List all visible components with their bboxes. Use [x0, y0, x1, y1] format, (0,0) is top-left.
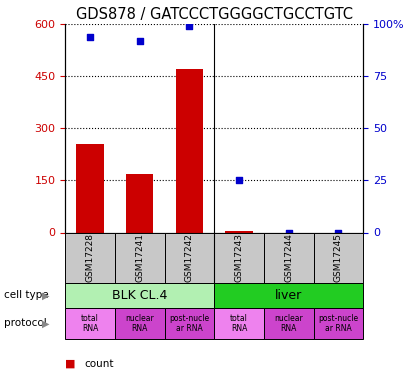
Text: ■: ■	[65, 359, 76, 369]
Bar	[214, 232, 264, 283]
Point	[87, 34, 93, 40]
Text: GSM17243: GSM17243	[234, 233, 244, 282]
Text: total
RNA: total RNA	[230, 314, 248, 333]
Point	[236, 177, 242, 183]
Bar	[314, 232, 363, 283]
Bar	[165, 308, 214, 339]
Bar	[115, 232, 165, 283]
Text: GSM17242: GSM17242	[185, 233, 194, 282]
Bar	[115, 308, 165, 339]
Bar	[176, 69, 203, 232]
Bar	[65, 283, 214, 308]
Text: total
RNA: total RNA	[81, 314, 99, 333]
Text: GSM17241: GSM17241	[135, 233, 144, 282]
Text: GSM17244: GSM17244	[284, 233, 293, 282]
Bar	[65, 308, 115, 339]
Text: liver: liver	[275, 289, 302, 302]
Point	[136, 38, 143, 44]
Bar	[126, 174, 153, 232]
Text: ▶: ▶	[42, 318, 50, 328]
Text: GSM17228: GSM17228	[85, 233, 94, 282]
Text: cell type: cell type	[4, 290, 49, 300]
Bar	[65, 232, 115, 283]
Text: nuclear
RNA: nuclear RNA	[274, 314, 303, 333]
Text: ▶: ▶	[42, 290, 50, 300]
Bar	[214, 283, 363, 308]
Point	[286, 230, 292, 236]
Text: count: count	[84, 359, 113, 369]
Text: nuclear
RNA: nuclear RNA	[125, 314, 154, 333]
Point	[186, 24, 193, 30]
Bar	[214, 308, 264, 339]
Point	[335, 230, 342, 236]
Bar	[76, 144, 104, 232]
Bar	[264, 308, 314, 339]
Title: GDS878 / GATCCCTGGGGCTGCCTGTC: GDS878 / GATCCCTGGGGCTGCCTGTC	[76, 7, 353, 22]
Bar	[165, 232, 214, 283]
Bar	[314, 308, 363, 339]
Text: post-nucle
ar RNA: post-nucle ar RNA	[169, 314, 210, 333]
Text: post-nucle
ar RNA: post-nucle ar RNA	[318, 314, 359, 333]
Bar	[226, 231, 253, 232]
Bar	[264, 232, 314, 283]
Text: BLK CL.4: BLK CL.4	[112, 289, 167, 302]
Text: GSM17245: GSM17245	[334, 233, 343, 282]
Text: protocol: protocol	[4, 318, 47, 328]
